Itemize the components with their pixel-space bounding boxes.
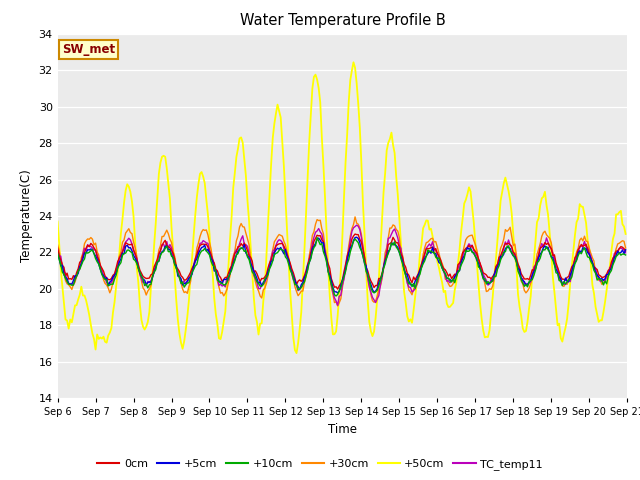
0cm	[351, 231, 359, 237]
+5cm	[54, 252, 61, 258]
+30cm	[54, 242, 61, 248]
TC_temp11	[622, 250, 630, 256]
+30cm	[252, 279, 259, 285]
0cm	[252, 268, 259, 274]
+50cm	[622, 231, 630, 237]
+50cm	[292, 350, 300, 356]
TC_temp11	[54, 246, 61, 252]
+10cm	[302, 273, 310, 279]
+10cm	[252, 275, 259, 281]
+5cm	[334, 290, 342, 296]
TC_temp11	[242, 242, 250, 248]
+5cm	[223, 276, 231, 282]
+10cm	[622, 252, 630, 258]
+50cm	[349, 60, 357, 65]
Text: SW_met: SW_met	[62, 43, 115, 56]
+10cm	[313, 235, 321, 240]
+50cm	[124, 181, 131, 187]
0cm	[593, 266, 601, 272]
Legend: 0cm, +5cm, +10cm, +30cm, +50cm, TC_temp11: 0cm, +5cm, +10cm, +30cm, +50cm, TC_temp1…	[93, 455, 547, 474]
+50cm	[252, 312, 259, 318]
+10cm	[332, 293, 340, 299]
+30cm	[302, 274, 310, 279]
Line: +5cm: +5cm	[58, 237, 626, 293]
+50cm	[242, 173, 250, 179]
+10cm	[242, 248, 250, 253]
+30cm	[593, 273, 601, 279]
TC_temp11	[124, 238, 131, 243]
+5cm	[252, 272, 259, 277]
Y-axis label: Temperature(C): Temperature(C)	[20, 169, 33, 263]
TC_temp11	[334, 302, 342, 308]
+10cm	[593, 277, 601, 283]
X-axis label: Time: Time	[328, 423, 357, 436]
TC_temp11	[353, 222, 360, 228]
+10cm	[54, 251, 61, 256]
+50cm	[304, 176, 312, 181]
+5cm	[242, 250, 250, 256]
0cm	[622, 248, 630, 254]
+5cm	[124, 242, 131, 248]
0cm	[334, 286, 342, 292]
+50cm	[54, 219, 61, 225]
Line: +10cm: +10cm	[58, 238, 626, 296]
+50cm	[223, 282, 231, 288]
Line: TC_temp11: TC_temp11	[58, 225, 626, 305]
0cm	[242, 244, 250, 250]
Line: +30cm: +30cm	[58, 217, 626, 306]
TC_temp11	[223, 275, 231, 280]
+10cm	[124, 247, 131, 253]
Line: 0cm: 0cm	[58, 234, 626, 289]
+30cm	[124, 228, 131, 234]
+30cm	[223, 287, 231, 292]
0cm	[124, 241, 131, 247]
0cm	[223, 275, 231, 280]
TC_temp11	[593, 273, 601, 279]
+30cm	[334, 303, 342, 309]
+50cm	[593, 312, 601, 317]
+30cm	[351, 214, 359, 220]
+10cm	[223, 280, 231, 286]
TC_temp11	[302, 272, 310, 277]
+5cm	[622, 247, 630, 252]
+5cm	[353, 234, 360, 240]
Line: +50cm: +50cm	[58, 62, 626, 353]
0cm	[54, 245, 61, 251]
TC_temp11	[252, 276, 259, 282]
+5cm	[593, 272, 601, 278]
Title: Water Temperature Profile B: Water Temperature Profile B	[239, 13, 445, 28]
+30cm	[242, 230, 250, 236]
+5cm	[302, 272, 310, 277]
0cm	[302, 268, 310, 274]
+30cm	[622, 245, 630, 251]
